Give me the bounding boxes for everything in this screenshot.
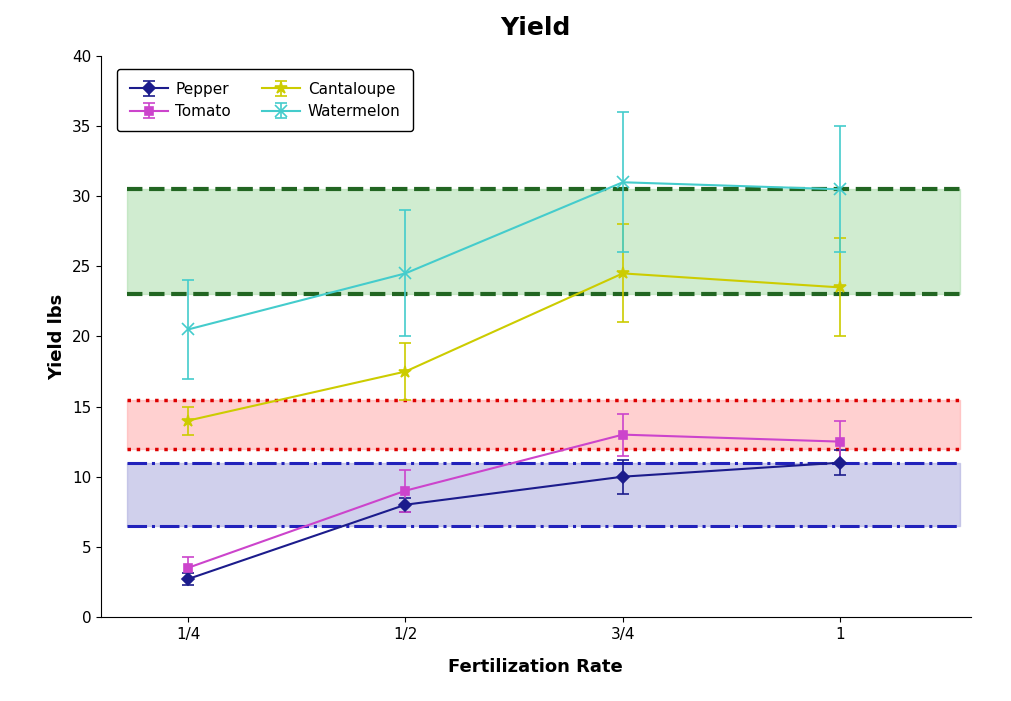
Title: Yield: Yield (500, 16, 571, 40)
Legend: Pepper, Tomato, Cantaloupe, Watermelon: Pepper, Tomato, Cantaloupe, Watermelon (117, 69, 412, 131)
X-axis label: Fertilization Rate: Fertilization Rate (449, 658, 623, 676)
Y-axis label: Yield lbs: Yield lbs (49, 293, 67, 380)
